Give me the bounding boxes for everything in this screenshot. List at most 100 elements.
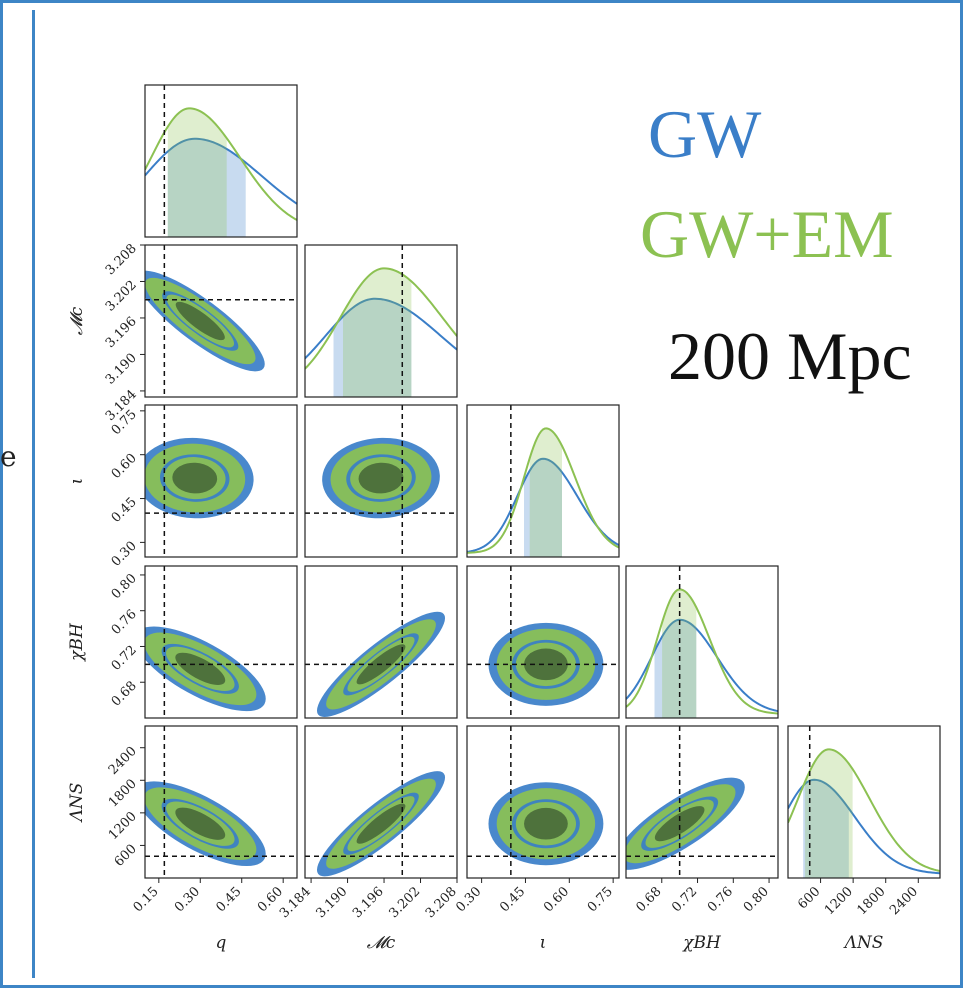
gwem-marginal-curve (788, 748, 940, 873)
x-tick-label: 0.45 (213, 884, 244, 915)
y-axis-label: ι (67, 478, 87, 485)
distance-annotation: 200 Mpc (668, 318, 912, 394)
y-tick-label: 1200 (106, 809, 140, 843)
core-contour (524, 807, 568, 840)
gw-credible-interval (167, 138, 246, 237)
x-tick-label: 0.60 (541, 884, 572, 915)
panel-frame (144, 725, 298, 879)
x-tick-label: 3.202 (386, 884, 423, 921)
x-tick-label: 0.76 (705, 884, 736, 915)
contour-panel-3-0 (145, 566, 297, 718)
core-contour (172, 462, 218, 494)
x-axis-label: χBH (682, 933, 722, 953)
x-tick-label: 3.190 (313, 884, 350, 921)
frame-divider (32, 10, 35, 978)
x-tick-label: 0.30 (453, 884, 484, 915)
panel-frame (144, 565, 298, 719)
gwem-marginal-curve (467, 427, 619, 554)
x-tick-label: 0.68 (634, 884, 665, 915)
marginal-panel-3 (626, 566, 778, 718)
x-tick-label: 600 (795, 884, 823, 912)
panel-frame (466, 565, 620, 719)
gw-marginal-curve (145, 137, 297, 205)
legend-gw-em: GW+EM (640, 196, 894, 272)
panel-frame (787, 725, 941, 879)
contour-panel-4-1 (305, 726, 457, 878)
y-tick-label: 0.60 (109, 451, 140, 482)
y-tick-label: 0.45 (109, 495, 140, 526)
x-axis-label: ΛNS (843, 933, 884, 953)
x-tick-label: 1200 (822, 884, 856, 918)
y-tick-label: 0.30 (109, 539, 140, 570)
panel-frame (466, 404, 620, 558)
contour-panel-3-2 (467, 566, 619, 718)
gwem-credible-interval (662, 589, 697, 718)
gw-credible-interval (524, 458, 562, 557)
contour-panel-4-0 (145, 726, 297, 878)
y-axis-label: 𝓜c (67, 306, 87, 335)
gwem-marginal-curve (305, 267, 457, 370)
core-contour (358, 462, 404, 494)
x-tick-label: 0.72 (669, 884, 700, 915)
core-contour (356, 803, 406, 844)
x-tick-label: 0.45 (497, 884, 528, 915)
contour-panel-2-1 (305, 405, 457, 557)
marginal-panel-1 (305, 245, 457, 397)
y-tick-label: 3.190 (103, 351, 140, 388)
panel-frame (625, 565, 779, 719)
gw-credible-interval (803, 779, 849, 878)
y-tick-label: 0.80 (109, 571, 140, 602)
y-tick-label: 1800 (106, 777, 140, 811)
legend-gw: GW (648, 96, 762, 172)
y-tick-label: 2400 (106, 744, 140, 778)
contour-panel-3-1 (305, 566, 457, 718)
gw-marginal-curve (788, 778, 940, 875)
x-axis-label: q (216, 933, 227, 953)
y-axis-label: χBH (67, 622, 87, 662)
y-tick-label: 3.208 (103, 241, 140, 278)
x-axis-label: ι (540, 933, 547, 953)
gwem-credible-interval (167, 108, 227, 237)
panel-frame (144, 244, 298, 398)
gwem-credible-interval (805, 749, 853, 878)
contour-panel-2-0 (145, 405, 297, 557)
gw-marginal-curve (305, 297, 457, 360)
y-tick-label: 3.202 (103, 278, 140, 315)
contour-panel-1-0 (145, 245, 297, 397)
core-contour (175, 301, 225, 341)
gw-credible-interval (654, 619, 697, 718)
x-tick-label: 2400 (887, 884, 921, 918)
core-contour (654, 806, 705, 842)
panel-frame (144, 84, 298, 238)
panel-frame (304, 565, 458, 719)
y-tick-label: 0.72 (109, 643, 140, 674)
core-contour (524, 648, 568, 681)
gw-credible-interval (333, 298, 412, 397)
gwem-credible-interval (343, 268, 412, 397)
gwem-credible-interval (529, 428, 562, 557)
panel-frame (304, 244, 458, 398)
contour-panel-4-2 (467, 726, 619, 878)
x-tick-label: 1800 (855, 884, 889, 918)
x-tick-label: 0.30 (172, 884, 203, 915)
contour-panel-4-3 (626, 726, 778, 878)
x-tick-label: 0.75 (585, 884, 616, 915)
y-tick-label: 0.68 (109, 678, 140, 709)
gwem-marginal-curve (626, 588, 778, 715)
marginal-panel-4 (788, 726, 940, 878)
panel-frame (144, 404, 298, 558)
panel-frame (304, 725, 458, 879)
x-tick-label: 0.80 (741, 884, 772, 915)
x-axis-label: 𝓜c (367, 933, 396, 953)
core-contour (175, 652, 226, 685)
y-tick-label: 0.76 (109, 607, 140, 638)
gwem-marginal-curve (145, 107, 297, 221)
core-contour (175, 807, 226, 840)
edge-glyph: e (0, 440, 17, 473)
y-tick-label: 600 (112, 842, 140, 870)
marginal-panel-0 (145, 85, 297, 237)
x-tick-label: 3.196 (350, 884, 387, 921)
y-axis-label: ΛNS (67, 783, 87, 824)
